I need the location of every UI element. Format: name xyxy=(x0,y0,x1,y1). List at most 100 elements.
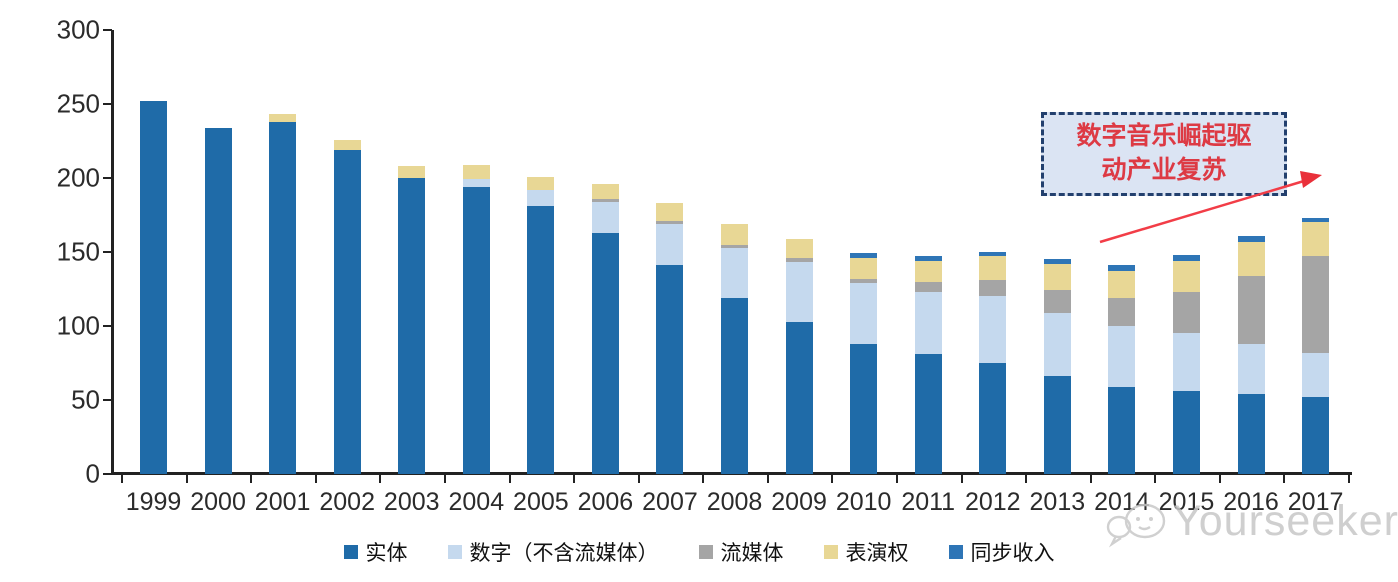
x-axis-tick xyxy=(1025,475,1028,483)
bar-segment-实体-2016 xyxy=(1237,394,1265,474)
legend-label: 数字（不含流媒体） xyxy=(469,541,659,565)
bar-segment-流媒体-2017 xyxy=(1302,256,1330,353)
y-axis-tick xyxy=(103,251,112,253)
bar-segment-数字（不含流媒体）-2013 xyxy=(1043,312,1071,377)
bar-segment-流媒体-2015 xyxy=(1172,291,1200,334)
y-axis-tick xyxy=(103,325,112,327)
bar-segment-表演权-2012 xyxy=(979,256,1007,281)
bar-segment-实体-2013 xyxy=(1043,376,1071,474)
bar-segment-实体-2001 xyxy=(269,121,297,474)
bar-segment-实体-2017 xyxy=(1302,397,1330,474)
bar-segment-数字（不含流媒体）-2004 xyxy=(462,179,490,187)
bar-segment-流媒体-2014 xyxy=(1108,297,1136,326)
bar-segment-实体-2008 xyxy=(721,297,749,474)
bar-segment-表演权-2002 xyxy=(333,139,361,150)
x-axis-label-2001: 2001 xyxy=(254,488,311,516)
x-axis-tick xyxy=(831,475,834,483)
x-axis-label-2007: 2007 xyxy=(642,488,698,516)
x-axis-tick xyxy=(508,475,511,483)
x-axis-tick xyxy=(573,475,576,483)
x-axis-label-2011: 2011 xyxy=(901,488,956,516)
legend-swatch-icon xyxy=(447,545,462,559)
bar-segment-实体-2010 xyxy=(850,343,878,474)
bar-segment-流媒体-2012 xyxy=(979,280,1007,297)
legend-label: 同步收入 xyxy=(970,541,1055,565)
annotation-box: 数字音乐崛起驱 动产业复苏 xyxy=(1041,112,1287,196)
legend-swatch-icon xyxy=(698,545,713,559)
arrow-head-icon xyxy=(1300,171,1322,188)
bar-segment-同步收入-2015 xyxy=(1172,254,1200,261)
x-axis-label-2017: 2017 xyxy=(1287,488,1344,516)
bar-segment-实体-2011 xyxy=(914,354,942,474)
x-axis-tick xyxy=(1347,475,1350,483)
x-axis-label-2000: 2000 xyxy=(190,488,246,516)
x-axis-label-2006: 2006 xyxy=(577,488,634,516)
legend-label: 流媒体 xyxy=(720,541,784,565)
y-axis-tick xyxy=(103,29,112,31)
x-axis-label-2005: 2005 xyxy=(513,488,569,516)
x-axis-label-2013: 2013 xyxy=(1029,488,1086,516)
bar-segment-表演权-2009 xyxy=(785,238,813,258)
bar-segment-表演权-2015 xyxy=(1172,260,1200,292)
x-axis-label-2016: 2016 xyxy=(1223,488,1279,516)
bar-segment-实体-2012 xyxy=(979,363,1007,474)
bar-segment-流媒体-2016 xyxy=(1237,275,1265,344)
bar-segment-表演权-2004 xyxy=(462,164,490,180)
legend-item-4: 同步收入 xyxy=(948,537,1055,567)
y-axis-label: 0 xyxy=(85,458,100,489)
x-axis-label-2010: 2010 xyxy=(835,488,892,516)
annotation-line-1: 数字音乐崛起驱 xyxy=(1076,123,1252,150)
bar-segment-流媒体-2006 xyxy=(591,198,619,202)
bar-segment-数字（不含流媒体）-2016 xyxy=(1237,343,1265,395)
y-axis-label: 100 xyxy=(56,310,100,341)
bar-segment-数字（不含流媒体）-2017 xyxy=(1302,352,1330,398)
x-axis-tick xyxy=(1154,475,1157,483)
bar-segment-表演权-2003 xyxy=(398,166,426,178)
y-axis-label: 300 xyxy=(56,14,100,45)
bar-segment-表演权-2006 xyxy=(591,183,619,199)
y-axis-tick xyxy=(103,473,112,475)
yourseeker-logo-icon xyxy=(1106,503,1166,548)
bar-segment-实体-2002 xyxy=(333,149,361,474)
legend-item-3: 表演权 xyxy=(823,537,909,567)
x-axis-tick xyxy=(702,475,705,483)
legend-label: 表演权 xyxy=(845,541,909,565)
bar-segment-实体-2015 xyxy=(1172,391,1200,474)
legend-item-2: 流媒体 xyxy=(698,537,784,567)
y-axis-label: 200 xyxy=(56,162,100,193)
x-axis-tick xyxy=(185,475,188,483)
bar-segment-流媒体-2013 xyxy=(1043,290,1071,313)
bar-segment-表演权-2010 xyxy=(850,257,878,279)
bar-segment-数字（不含流媒体）-2006 xyxy=(591,201,619,233)
bar-segment-实体-2006 xyxy=(591,232,619,474)
x-axis-tick xyxy=(250,475,253,483)
x-axis-tick xyxy=(1089,475,1092,483)
bar-segment-实体-2004 xyxy=(462,186,490,474)
y-axis-tick xyxy=(103,177,112,179)
bar-segment-同步收入-2016 xyxy=(1237,235,1265,242)
bar-segment-实体-2009 xyxy=(785,321,813,474)
bar-segment-表演权-2014 xyxy=(1108,271,1136,298)
bar-segment-表演权-2008 xyxy=(721,223,749,245)
bar-segment-表演权-2011 xyxy=(914,260,942,282)
x-axis-tick xyxy=(121,475,124,483)
bar-segment-数字（不含流媒体）-2009 xyxy=(785,262,813,322)
bar-segment-同步收入-2010 xyxy=(850,253,878,258)
bar-segment-同步收入-2012 xyxy=(979,252,1007,257)
legend-item-0: 实体 xyxy=(343,537,408,567)
bar-segment-表演权-2016 xyxy=(1237,241,1265,276)
bar-segment-表演权-2001 xyxy=(269,114,297,122)
bar-segment-同步收入-2011 xyxy=(914,256,942,261)
bar-segment-数字（不含流媒体）-2008 xyxy=(721,247,749,298)
watermark-brand: Yourseeker xyxy=(1173,496,1398,545)
x-axis-label-2004: 2004 xyxy=(448,488,505,516)
x-axis-label-2009: 2009 xyxy=(771,488,827,516)
bar-segment-数字（不含流媒体）-2014 xyxy=(1108,326,1136,387)
x-axis-tick xyxy=(960,475,963,483)
x-axis-tick xyxy=(1283,475,1286,483)
bar-segment-数字（不含流媒体）-2005 xyxy=(527,189,555,207)
x-axis-label-2003: 2003 xyxy=(383,488,440,516)
y-axis-tick xyxy=(103,399,112,401)
legend-item-1: 数字（不含流媒体） xyxy=(447,537,659,567)
bar-segment-流媒体-2007 xyxy=(656,220,684,224)
